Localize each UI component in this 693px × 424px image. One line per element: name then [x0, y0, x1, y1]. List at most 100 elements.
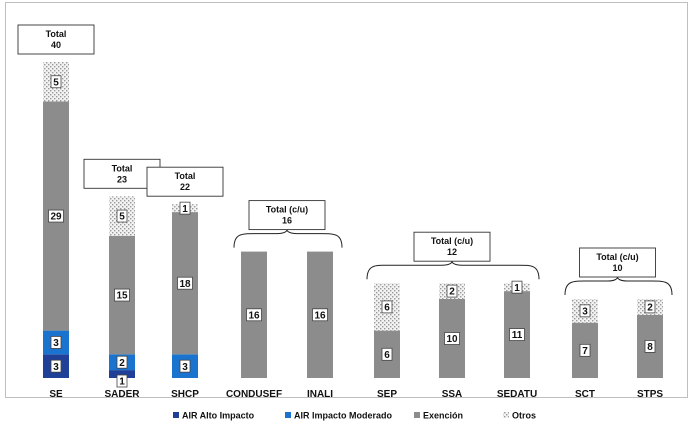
- total-label: Total: [112, 163, 133, 173]
- labels-layer: 33295SE12155SADER3181SHCP16CONDUSEF16INA…: [48, 75, 663, 400]
- data-label-box: [114, 288, 130, 302]
- data-label-sader-air-impacto-moderado: 2: [116, 355, 128, 369]
- legend-swatch: [414, 412, 420, 418]
- total-label: Total (c/u): [266, 205, 308, 215]
- category-label-sep: SEP: [377, 389, 397, 400]
- data-label-box: [50, 359, 62, 373]
- data-label-text: 2: [449, 287, 455, 298]
- data-label-se-otros: 5: [50, 75, 62, 88]
- legend-swatch: [173, 412, 179, 418]
- data-label-box: [312, 308, 328, 322]
- category-label-shcp: SHCP: [171, 389, 199, 400]
- data-label-se-exencion: 29: [48, 209, 64, 223]
- bars-layer: [43, 62, 663, 378]
- data-label-text: 3: [53, 338, 59, 349]
- total-value: 22: [180, 182, 190, 192]
- data-label-text: 3: [182, 362, 188, 373]
- category-label-se: SE: [49, 389, 63, 400]
- data-label-box: [179, 359, 191, 373]
- data-label-text: 10: [446, 334, 458, 345]
- data-label-text: 2: [119, 358, 125, 369]
- category-label-sct: SCT: [575, 389, 595, 400]
- total-label: Total: [175, 171, 196, 181]
- data-label-text: 16: [314, 310, 326, 321]
- total-label: Total (c/u): [596, 252, 638, 262]
- data-label-text: 1: [119, 377, 125, 388]
- data-label-text: 15: [116, 291, 128, 302]
- data-label-box: [381, 300, 393, 314]
- total-box: [413, 231, 491, 262]
- data-label-box: [444, 332, 460, 345]
- data-label-text: 11: [512, 330, 523, 341]
- total-box: [579, 247, 656, 278]
- legend-label: AIR Impacto Moderado: [294, 411, 393, 421]
- data-label-ssa-otros: 2: [446, 284, 458, 298]
- category-label-sader: SADER: [104, 389, 140, 400]
- data-label-se-air-alto-impacto: 3: [50, 359, 62, 373]
- data-label-sep-exencion: 6: [381, 347, 393, 361]
- data-label-text: 1: [182, 204, 188, 215]
- legend-item-air-impacto-moderado: AIR Impacto Moderado: [285, 411, 393, 421]
- total-value: 10: [612, 263, 622, 273]
- data-label-text: 3: [582, 306, 588, 317]
- data-label-box: [644, 300, 656, 314]
- legend-label: Exención: [423, 411, 463, 421]
- category-label-stps: STPS: [637, 389, 663, 400]
- data-label-sct-exencion: 7: [579, 343, 591, 357]
- data-label-ssa-exencion: 10: [444, 332, 460, 345]
- legend-label: AIR Alto Impacto: [182, 411, 255, 421]
- data-label-sedatu-exencion: 11: [509, 328, 525, 341]
- data-label-text: 18: [179, 279, 191, 290]
- data-label-sader-otros: 5: [116, 209, 128, 223]
- data-label-sct-otros: 3: [579, 304, 591, 318]
- total-annotation-sep-ssa-sedatu: Total (c/u)12: [366, 231, 540, 280]
- data-label-box: [246, 308, 262, 322]
- total-box: [248, 200, 326, 231]
- data-label-box: [579, 304, 591, 318]
- data-label-text: 5: [119, 212, 125, 223]
- chart-border: [5, 2, 688, 398]
- data-label-box: [509, 328, 525, 341]
- total-label: Total (c/u): [431, 236, 473, 246]
- data-label-box: [116, 209, 128, 223]
- total-box: [17, 24, 95, 55]
- data-label-box: [579, 343, 591, 357]
- category-label-sedatu: SEDATU: [497, 389, 537, 400]
- data-label-sader-air-alto-impacto: 1: [116, 374, 128, 388]
- data-label-sedatu-otros: 1: [511, 280, 523, 294]
- data-label-text: 6: [384, 303, 390, 314]
- data-label-box: [446, 284, 458, 298]
- data-label-box: [511, 280, 523, 294]
- data-label-text: 8: [647, 342, 653, 353]
- category-label-condusef: CONDUSEF: [226, 389, 282, 400]
- data-label-text: 6: [384, 350, 390, 361]
- legend-item-air-alto-impacto: AIR Alto Impacto: [173, 411, 255, 421]
- legend-item-exencion: Exención: [414, 411, 463, 421]
- data-label-shcp-air-impacto-moderado: 3: [179, 359, 191, 373]
- data-label-box: [644, 339, 656, 353]
- category-label-inali: INALI: [307, 389, 333, 400]
- legend-swatch: [285, 412, 291, 418]
- legend-swatch: [503, 412, 509, 418]
- data-label-sep-otros: 6: [381, 300, 393, 314]
- category-label-ssa: SSA: [442, 389, 463, 400]
- data-label-box: [48, 209, 64, 223]
- data-label-box: [116, 374, 128, 388]
- total-label: Total: [46, 29, 67, 39]
- data-label-box: [177, 276, 193, 290]
- grouping-brace: [564, 276, 673, 296]
- total-value: 12: [447, 247, 457, 257]
- data-label-box: [381, 347, 393, 361]
- total-value: 40: [51, 40, 61, 50]
- total-annotation-condusef-inali: Total (c/u)16: [233, 200, 343, 248]
- data-label-sader-exencion: 15: [114, 288, 130, 302]
- total-value: 16: [282, 216, 292, 226]
- data-label-text: 5: [53, 77, 59, 88]
- data-label-stps-otros: 2: [644, 300, 656, 314]
- data-label-shcp-exencion: 18: [177, 276, 193, 290]
- data-label-text: 29: [50, 212, 62, 223]
- total-value: 23: [117, 174, 127, 184]
